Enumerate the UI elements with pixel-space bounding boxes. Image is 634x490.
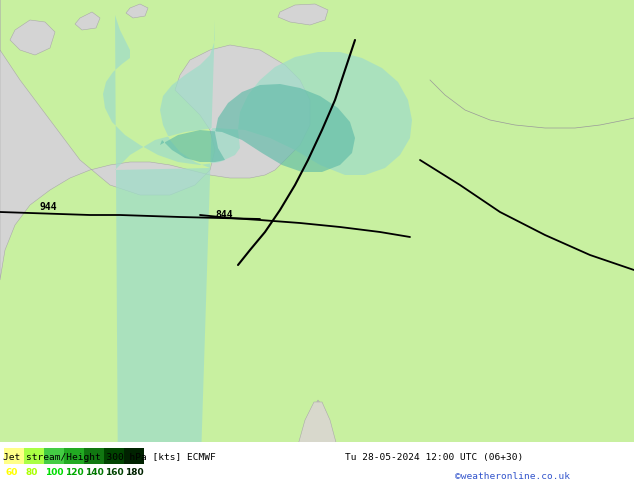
Bar	[0, 442, 634, 490]
Text: ©weatheronline.co.uk: ©weatheronline.co.uk	[455, 471, 570, 481]
Polygon shape	[160, 84, 355, 172]
Text: 844: 844	[215, 210, 233, 220]
Bar	[24, 448, 44, 464]
Polygon shape	[310, 400, 335, 490]
Text: 100: 100	[45, 468, 63, 477]
Polygon shape	[126, 4, 148, 18]
Polygon shape	[278, 4, 328, 25]
Bar	[64, 448, 84, 464]
Text: 60: 60	[5, 468, 17, 477]
Text: 140: 140	[85, 468, 104, 477]
Text: 80: 80	[25, 468, 37, 477]
Text: 160: 160	[105, 468, 124, 477]
Bar	[104, 448, 124, 464]
Text: Jet stream/Height 300 hPa [kts] ECMWF: Jet stream/Height 300 hPa [kts] ECMWF	[3, 452, 216, 462]
Text: Tu 28-05-2024 12:00 UTC (06+30): Tu 28-05-2024 12:00 UTC (06+30)	[345, 452, 523, 462]
Polygon shape	[0, 0, 310, 280]
Text: 944: 944	[40, 202, 58, 212]
Bar	[84, 448, 104, 464]
Text: 120: 120	[65, 468, 84, 477]
Polygon shape	[296, 402, 340, 490]
Polygon shape	[10, 20, 55, 55]
Bar	[44, 448, 64, 464]
Polygon shape	[103, 15, 412, 490]
Text: 180: 180	[125, 468, 144, 477]
Bar	[124, 448, 144, 464]
Polygon shape	[75, 12, 100, 30]
Bar	[4, 448, 24, 464]
